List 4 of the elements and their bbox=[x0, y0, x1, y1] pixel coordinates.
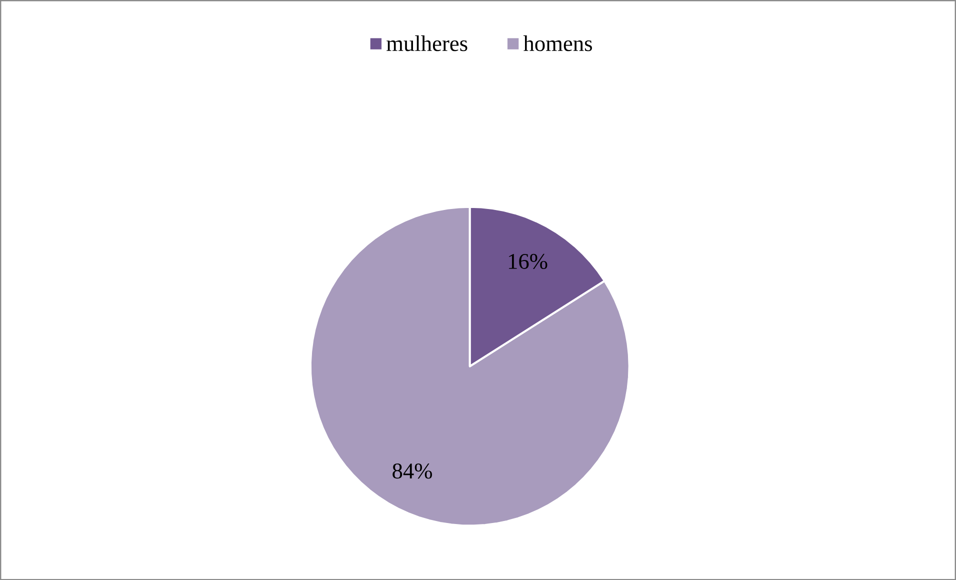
legend-label: mulheres bbox=[386, 35, 468, 52]
legend-label: homens bbox=[523, 35, 592, 52]
data-label: 16% bbox=[508, 254, 548, 269]
data-label: 84% bbox=[392, 463, 432, 479]
